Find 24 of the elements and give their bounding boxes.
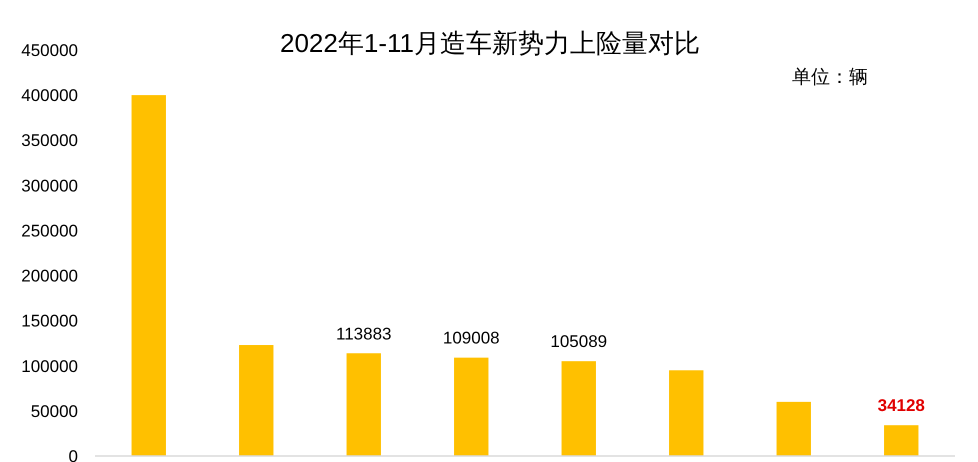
bar [454,358,488,456]
y-tick-label: 50000 [30,402,78,421]
bar [132,95,166,456]
bar [346,353,381,456]
y-tick-label: 200000 [21,266,78,286]
data-label: 34128 [878,396,925,416]
data-label: 105089 [550,332,608,352]
data-label: 113883 [336,324,392,344]
y-tick-label: 350000 [21,131,78,150]
bar [776,402,811,456]
y-tick-label: 300000 [21,176,78,196]
y-tick-label: 0 [68,447,78,462]
bar [884,425,918,456]
bar [669,370,704,456]
chart-title: 2022年1-11月造车新势力上险量对比 [280,28,700,58]
y-tick-label: 150000 [21,312,78,331]
bar [239,345,274,456]
y-tick-label: 400000 [21,86,78,106]
y-tick-label: 450000 [21,41,78,60]
data-label: 109008 [442,328,500,348]
y-tick-label: 250000 [21,221,78,240]
y-tick-label: 100000 [21,356,78,376]
bar [562,361,596,456]
annotation: 单位：辆 [792,67,868,88]
